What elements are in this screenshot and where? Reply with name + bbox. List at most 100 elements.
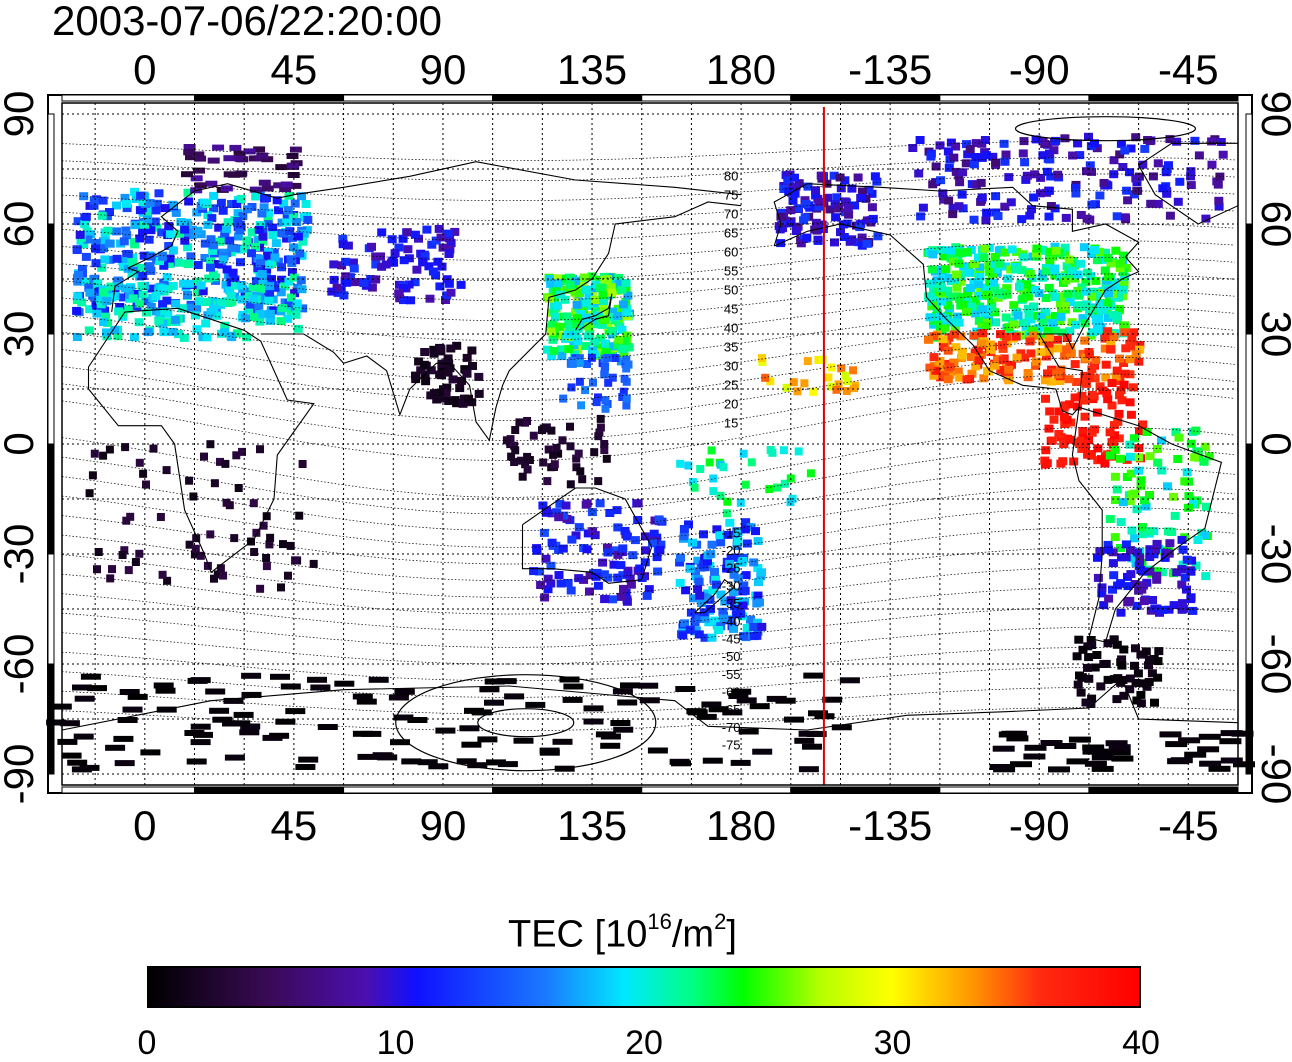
tec-sample (233, 150, 246, 157)
tec-sample (1112, 212, 1122, 221)
tec-sample (1025, 337, 1035, 346)
tec-sample (684, 520, 693, 529)
plot-border (61, 102, 1239, 786)
tec-sample (1042, 167, 1052, 176)
tec-sample (1095, 191, 1105, 200)
tec-sample (1099, 179, 1109, 187)
tec-sample (1000, 202, 1010, 211)
tec-sample (1191, 426, 1201, 435)
tec-sample (462, 369, 472, 378)
tec-sample (1114, 306, 1124, 315)
tec-sample (1116, 386, 1126, 395)
tec-sample (999, 139, 1009, 148)
tec-sample (987, 299, 997, 307)
tec-sample (105, 239, 115, 248)
lat-tick-label-right: 30 (1253, 311, 1292, 358)
tec-sample (654, 515, 664, 524)
tec-sample (72, 306, 82, 315)
tec-sample (1056, 312, 1066, 321)
tec-sample (547, 426, 556, 435)
tec-sample (975, 273, 985, 281)
tec-sample (1076, 211, 1086, 219)
tec-sample (855, 223, 865, 232)
tec-sample (269, 248, 279, 257)
tec-sample (343, 241, 353, 250)
tec-sample (1136, 699, 1146, 708)
coastline (87, 307, 315, 574)
tec-sample (811, 218, 821, 227)
tec-sample (394, 688, 415, 695)
tec-sample (81, 212, 91, 221)
tec-sample (740, 597, 749, 606)
tec-sample (554, 513, 564, 522)
tec-sample (118, 293, 128, 302)
tec-sample (705, 458, 714, 467)
tec-sample (693, 556, 703, 565)
tec-sample (1146, 199, 1156, 208)
tec-sample (265, 309, 275, 318)
tec-sample (706, 604, 715, 613)
tec-sample (96, 300, 106, 309)
tec-sample (1162, 189, 1172, 198)
tec-sample (468, 362, 477, 370)
tec-sample (613, 304, 623, 313)
tec-sample (1103, 540, 1113, 549)
tec-sample (545, 294, 554, 303)
tec-sample (946, 246, 956, 255)
tec-sample (734, 597, 743, 606)
tec-sample (791, 182, 801, 191)
tec-sample (746, 615, 755, 624)
tec-sample (1125, 398, 1135, 407)
tec-sample (432, 395, 442, 404)
mlat-contour (61, 306, 1235, 362)
tec-sample (1139, 496, 1149, 505)
tec-sample (708, 586, 718, 595)
tec-sample (209, 241, 219, 250)
tec-sample (1104, 289, 1113, 298)
tec-sample (691, 567, 700, 576)
tec-sample (974, 280, 984, 288)
tec-sample (1127, 554, 1137, 563)
tec-sample (1058, 292, 1068, 301)
tec-sample (72, 246, 82, 254)
tec-sample (1071, 189, 1081, 198)
tec-sample (633, 499, 643, 508)
tec-sample (154, 189, 164, 198)
tec-sample (1103, 675, 1113, 684)
tec-sample (1164, 527, 1173, 536)
tec-sample (1118, 163, 1128, 171)
tec-sample (284, 277, 294, 286)
tec-sample (290, 289, 300, 298)
tec-sample (165, 230, 175, 239)
tec-sample (114, 760, 135, 767)
tec-sample (80, 220, 90, 229)
tec-sample (135, 549, 144, 558)
tec-sample (1173, 455, 1183, 463)
tec-sample (1109, 156, 1119, 165)
tec-sample (558, 436, 567, 445)
tec-sample (230, 281, 240, 290)
tec-sample (1045, 333, 1054, 342)
tec-sample (551, 287, 561, 296)
tec-sample (1050, 242, 1060, 251)
tec-sample (1216, 138, 1226, 146)
tec-sample (388, 694, 409, 701)
tec-sample (1079, 243, 1089, 252)
tec-sample (926, 152, 936, 161)
tec-sample (1064, 375, 1074, 384)
tec-sample (341, 272, 351, 281)
tec-sample (1132, 601, 1142, 610)
tec-sample (1115, 259, 1125, 268)
tec-sample (754, 578, 763, 587)
tec-sample (1100, 334, 1110, 343)
tec-sample (622, 355, 631, 364)
tec-sample (387, 235, 397, 244)
tec-sample (608, 373, 617, 382)
tec-sample (581, 386, 590, 395)
tec-sample (540, 593, 550, 602)
tec-sample (1147, 669, 1157, 678)
axis-bar-top (939, 94, 1090, 102)
tec-sample (552, 443, 561, 452)
mlat-contour (61, 340, 1235, 402)
tec-sample (264, 296, 274, 305)
